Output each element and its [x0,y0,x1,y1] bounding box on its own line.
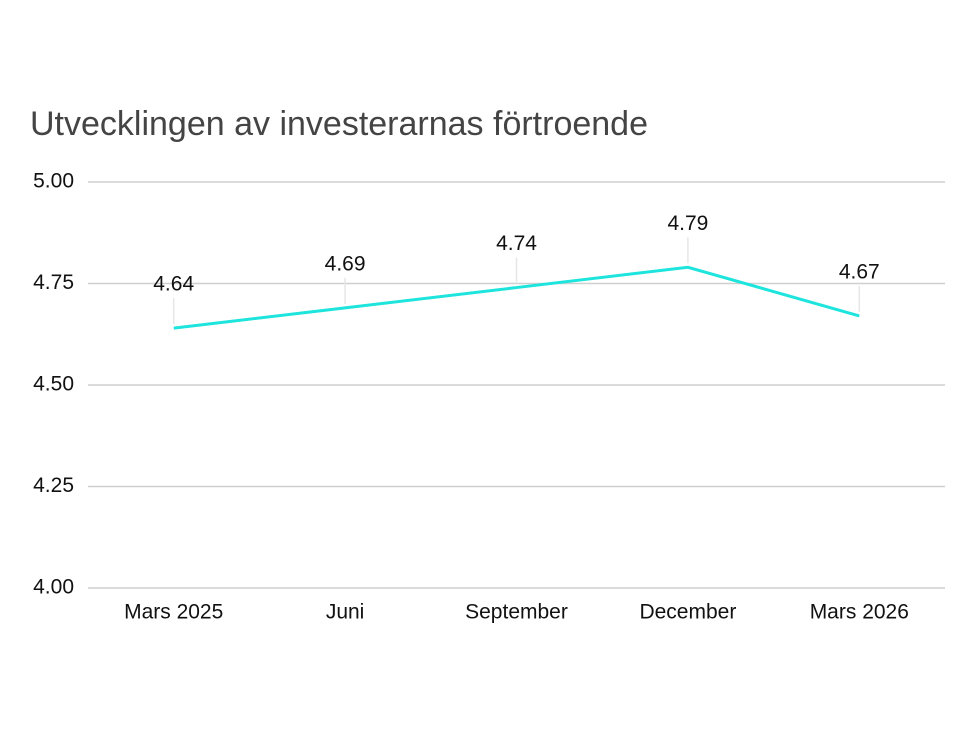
x-tick-label: December [639,601,736,624]
data-label: 4.67 [839,261,880,284]
data-label: 4.69 [325,252,366,275]
x-tick-label: Mars 2026 [810,601,909,624]
y-tick-label: 4.75 [33,271,74,294]
chart-title: Utvecklingen av investerarnas förtroende [30,105,648,143]
data-label: 4.74 [496,232,537,255]
y-tick-label: 4.50 [33,373,74,396]
y-tick-label: 4.00 [33,576,74,599]
line [173,265,860,330]
x-tick-label: Mars 2025 [124,601,223,624]
y-tick-label: 5.00 [33,170,74,193]
x-tick-label: Juni [326,601,365,624]
data-label: 4.79 [667,212,708,235]
y-tick-label: 4.25 [33,474,74,497]
data-label: 4.64 [153,273,194,296]
x-tick-label: September [465,601,568,624]
